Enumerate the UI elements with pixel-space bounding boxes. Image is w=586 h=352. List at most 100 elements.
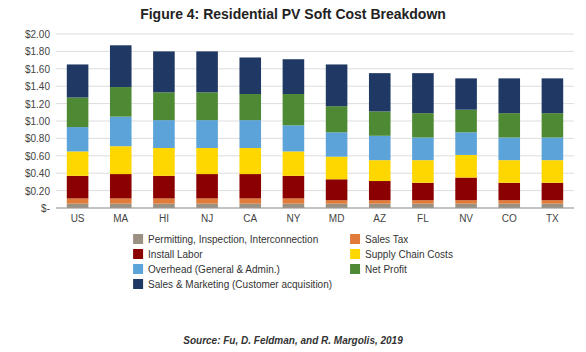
x-tick-label: CA bbox=[243, 213, 257, 224]
bar-segment bbox=[412, 200, 434, 203]
bar-segment bbox=[153, 176, 175, 199]
bar-segment bbox=[455, 110, 477, 133]
grid-line bbox=[56, 68, 574, 69]
bar-segment bbox=[110, 198, 132, 203]
legend-swatch bbox=[133, 234, 143, 244]
x-axis bbox=[56, 208, 574, 209]
bar-segment bbox=[369, 136, 391, 160]
bar-segment bbox=[542, 113, 564, 137]
bar-segment bbox=[153, 148, 175, 176]
bar-segment bbox=[326, 106, 348, 132]
bar-segment bbox=[196, 198, 218, 203]
x-tick-label: HI bbox=[159, 213, 169, 224]
bar-segment bbox=[369, 160, 391, 181]
bars bbox=[67, 45, 563, 208]
bar-segment bbox=[542, 200, 564, 203]
bar-segment bbox=[455, 204, 477, 208]
legend-label: Permitting, Inspection, Interconnection bbox=[148, 234, 318, 245]
bar-segment bbox=[455, 200, 477, 203]
x-tick-label: MA bbox=[113, 213, 128, 224]
y-tick-label: $1.20 bbox=[25, 99, 50, 110]
bar-segment bbox=[369, 204, 391, 208]
bar-segment bbox=[542, 138, 564, 161]
bar-segment bbox=[283, 94, 305, 125]
bar-segment bbox=[67, 204, 89, 208]
x-tick-label: MD bbox=[329, 213, 345, 224]
grid-line bbox=[56, 34, 574, 35]
bar-segment bbox=[196, 120, 218, 148]
bar-segment bbox=[369, 73, 391, 111]
bar-segment bbox=[498, 183, 520, 200]
bar-segment bbox=[412, 183, 434, 200]
bar-segment bbox=[498, 113, 520, 137]
bar-segment bbox=[67, 98, 89, 128]
bar-segment bbox=[153, 204, 175, 208]
x-tick-label: NV bbox=[459, 213, 473, 224]
x-tick-label: TX bbox=[546, 213, 559, 224]
x-tick-label: NJ bbox=[201, 213, 213, 224]
bar-segment bbox=[110, 146, 132, 174]
y-tick-label: $2.00 bbox=[25, 29, 50, 40]
bar-segment bbox=[542, 160, 564, 183]
bar-segment bbox=[67, 198, 89, 203]
bar-segment bbox=[110, 174, 132, 198]
x-tick-label: AZ bbox=[373, 213, 386, 224]
bar-segment bbox=[542, 78, 564, 113]
bar-segment bbox=[67, 151, 89, 175]
legend-swatch bbox=[133, 249, 143, 259]
y-tick-label: $- bbox=[41, 203, 50, 214]
bar-segment bbox=[239, 57, 261, 94]
y-tick-label: $1.00 bbox=[25, 116, 50, 127]
legend-label: Supply Chain Costs bbox=[365, 249, 453, 260]
x-tick-label: CO bbox=[502, 213, 517, 224]
legend: Permitting, Inspection, Interconnection S… bbox=[133, 234, 453, 290]
bar-segment bbox=[326, 179, 348, 200]
bar-segment bbox=[326, 132, 348, 156]
bar-segment bbox=[153, 92, 175, 120]
bar-segment bbox=[369, 111, 391, 135]
legend-label: Install Labor bbox=[148, 249, 203, 260]
bar-segment bbox=[239, 120, 261, 148]
bar-segment bbox=[412, 160, 434, 183]
bar-segment bbox=[412, 138, 434, 161]
grid bbox=[56, 34, 574, 208]
bar-segment bbox=[283, 176, 305, 199]
bar-segment bbox=[498, 204, 520, 208]
x-tick-label: NY bbox=[286, 213, 300, 224]
bar-segment bbox=[110, 117, 132, 147]
bar-segment bbox=[498, 78, 520, 113]
y-tick-label: $0.80 bbox=[25, 133, 50, 144]
grid-line bbox=[56, 138, 574, 139]
bar-segment bbox=[110, 45, 132, 87]
grid-line bbox=[56, 51, 574, 52]
bar-segment bbox=[153, 198, 175, 203]
legend-label: Sales Tax bbox=[365, 234, 408, 245]
bar-segment bbox=[239, 204, 261, 208]
bar-segment bbox=[326, 204, 348, 208]
bar-segment bbox=[196, 51, 218, 92]
bar-segment bbox=[283, 125, 305, 151]
bar-segment bbox=[369, 181, 391, 200]
legend-swatch bbox=[350, 264, 360, 274]
grid-line bbox=[56, 121, 574, 122]
grid-line bbox=[56, 173, 574, 174]
bar-segment bbox=[326, 157, 348, 180]
bar-segment bbox=[67, 64, 89, 97]
bar-segment bbox=[283, 59, 305, 94]
bar-segment bbox=[455, 155, 477, 178]
bar-segment bbox=[110, 87, 132, 117]
bar-segment bbox=[326, 64, 348, 106]
bar-segment bbox=[412, 73, 434, 113]
source: Source: Fu, D. Feldman, and R. Margolis,… bbox=[183, 335, 403, 346]
legend-swatch bbox=[133, 279, 143, 289]
grid-line bbox=[56, 190, 574, 191]
bar-segment bbox=[67, 127, 89, 151]
bar-segment bbox=[498, 160, 520, 183]
bar-segment bbox=[196, 148, 218, 174]
bar-segment bbox=[196, 204, 218, 208]
grid-line bbox=[56, 208, 574, 209]
bar-segment bbox=[455, 132, 477, 155]
bar-segment bbox=[153, 120, 175, 148]
bar-segment bbox=[239, 174, 261, 198]
grid-line bbox=[56, 86, 574, 87]
